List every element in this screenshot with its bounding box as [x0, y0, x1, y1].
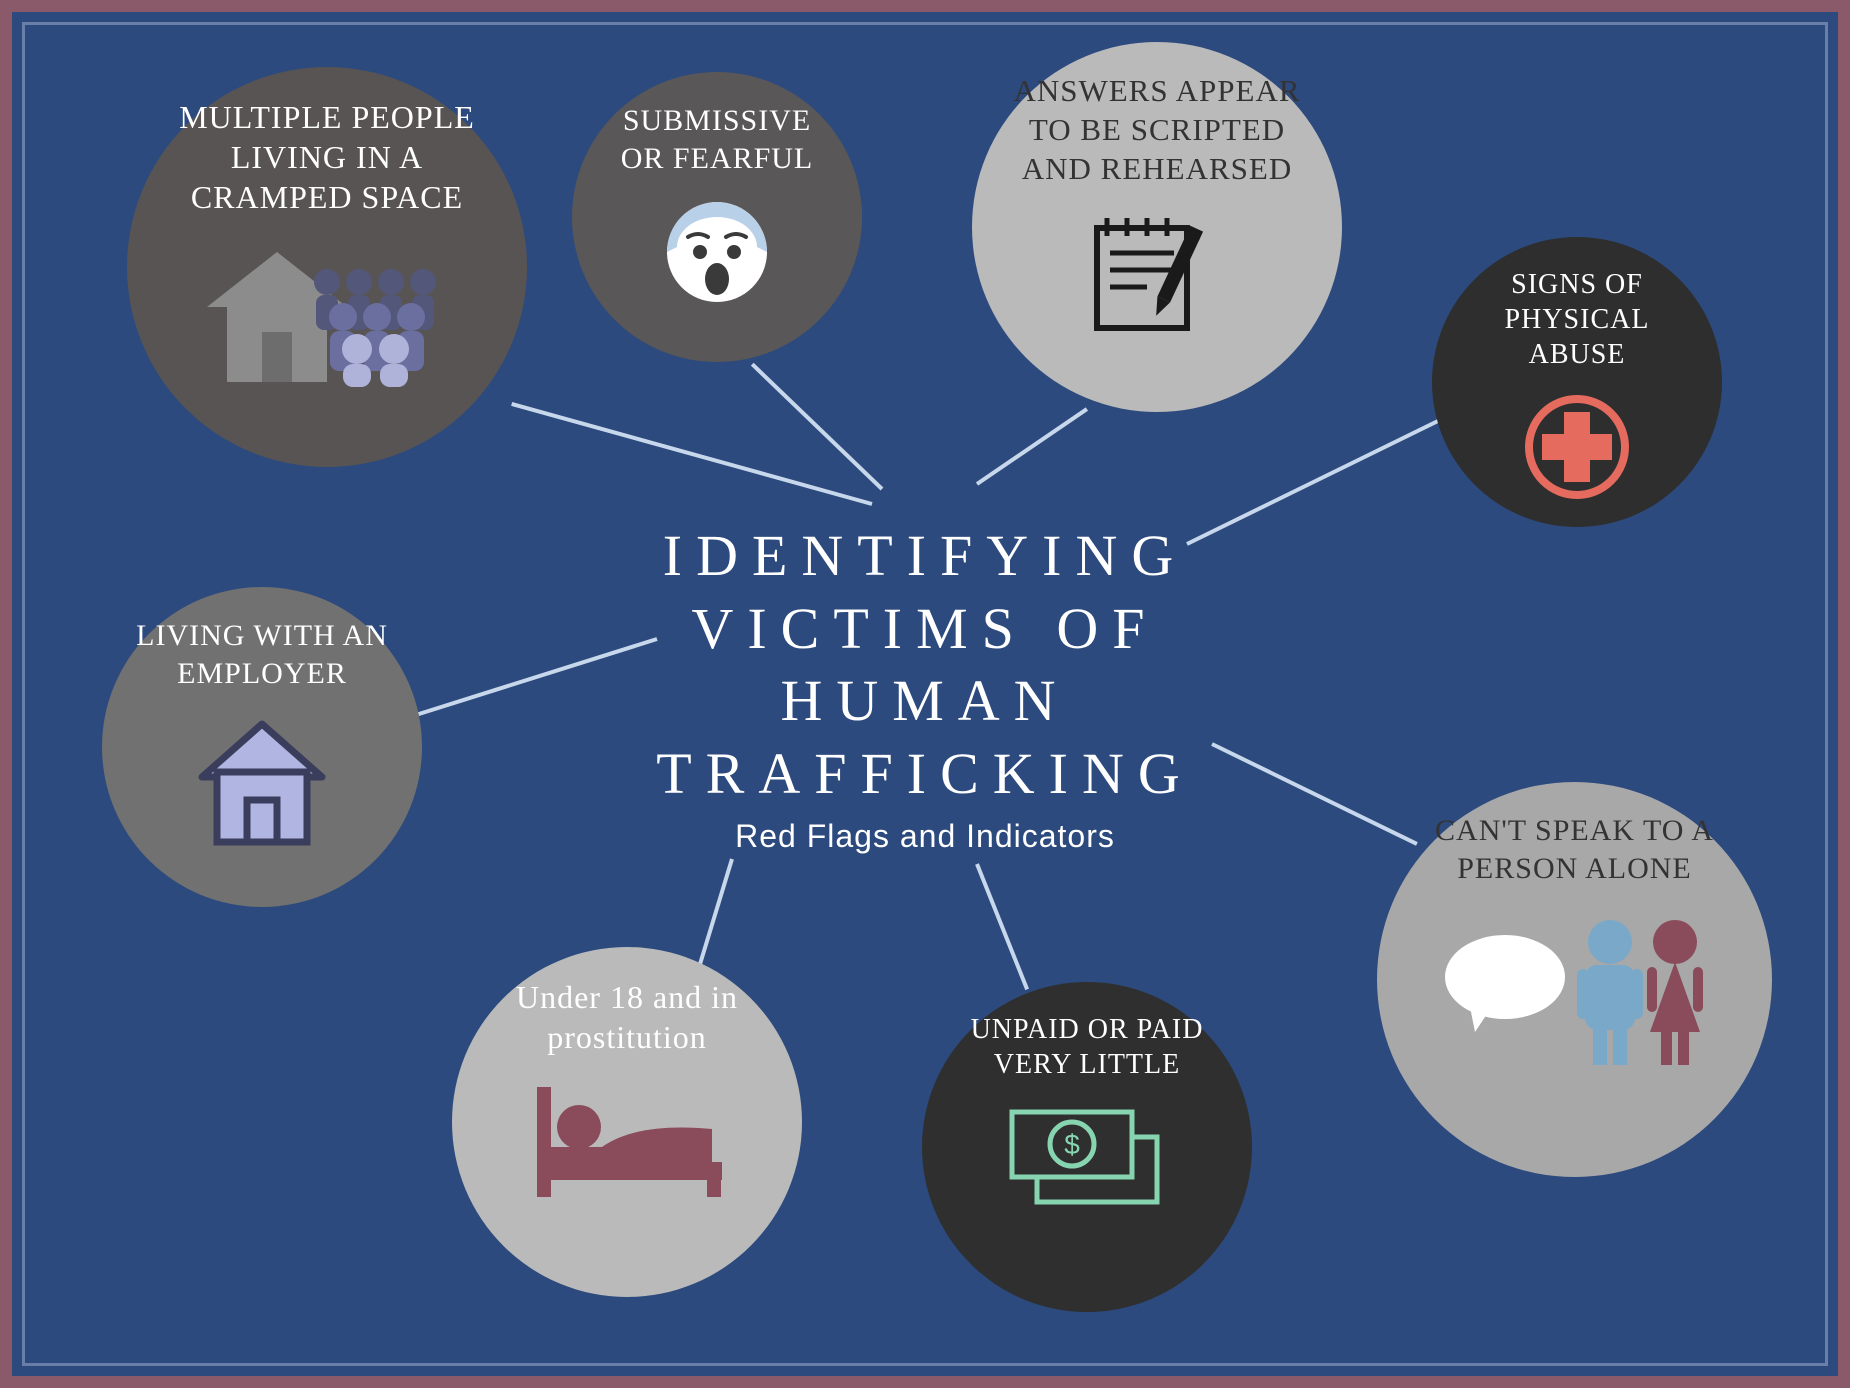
- title-line-3: HUMAN: [575, 665, 1275, 738]
- bubble-label: Under 18 and in prostitution: [477, 977, 777, 1057]
- subtitle: Red Flags and Indicators: [575, 818, 1275, 855]
- bubble-label: CAN'T SPEAK TO A PERSON ALONE: [1402, 812, 1747, 887]
- bubble-fearful: SUBMISSIVE OR FEARFUL: [572, 72, 862, 362]
- bubble-label: ANSWERS APPEAR TO BE SCRIPTED AND REHEAR…: [997, 72, 1317, 188]
- money-icon: $: [1002, 1102, 1172, 1217]
- bubble-abuse: SIGNS OF PHYSICAL ABUSE: [1432, 237, 1722, 527]
- title-line-4: TRAFFICKING: [575, 737, 1275, 810]
- bubble-label: MULTIPLE PEOPLE LIVING IN A CRAMPED SPAC…: [152, 97, 502, 217]
- notepad-icon: [1082, 208, 1232, 343]
- bubble-alone: CAN'T SPEAK TO A PERSON ALONE: [1377, 782, 1772, 1177]
- bubble-label: LIVING WITH AN EMPLOYER: [127, 617, 397, 692]
- bubble-unpaid: UNPAID OR PAID VERY LITTLE $: [922, 982, 1252, 1312]
- bubble-label: SIGNS OF PHYSICAL ABUSE: [1457, 267, 1697, 372]
- title-line-2: VICTIMS OF: [575, 592, 1275, 665]
- bed-icon: [527, 1077, 727, 1212]
- bubble-employer: LIVING WITH AN EMPLOYER: [102, 587, 422, 907]
- bubble-scripted: ANSWERS APPEAR TO BE SCRIPTED AND REHEAR…: [972, 42, 1342, 412]
- crowd-house-icon: [197, 237, 457, 392]
- medical-cross-icon: [1522, 392, 1632, 507]
- title-line-1: IDENTIFYING: [575, 520, 1275, 593]
- bubble-cramped-space: MULTIPLE PEOPLE LIVING IN A CRAMPED SPAC…: [127, 67, 527, 467]
- home-icon: [187, 712, 337, 857]
- fearful-face-icon: [662, 197, 772, 312]
- speech-people-icon: [1435, 907, 1715, 1072]
- bubble-label: SUBMISSIVE OR FEARFUL: [597, 102, 837, 177]
- bubble-under18: Under 18 and in prostitution: [452, 947, 802, 1297]
- center-title: IDENTIFYING VICTIMS OF HUMAN TRAFFICKING…: [575, 520, 1275, 855]
- bubble-label: UNPAID OR PAID VERY LITTLE: [947, 1012, 1227, 1082]
- svg-text:$: $: [1064, 1129, 1080, 1160]
